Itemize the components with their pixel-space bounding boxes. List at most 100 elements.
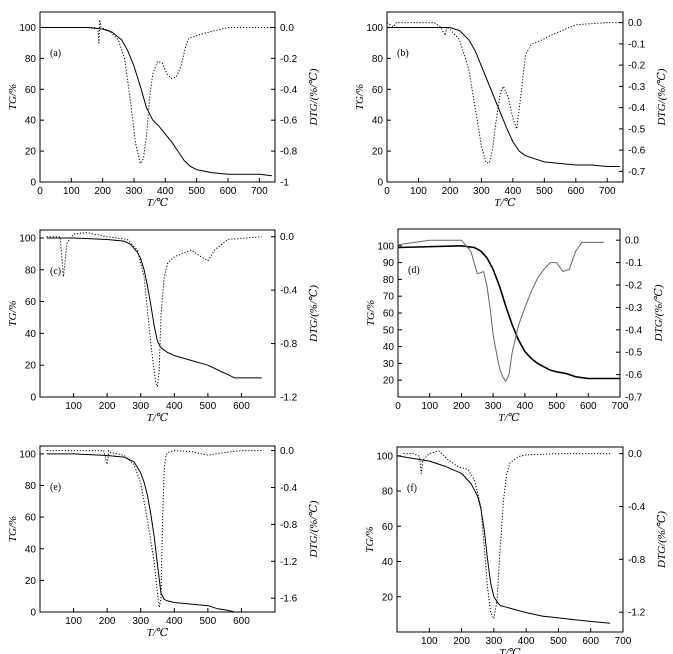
x-tick-label: 100 xyxy=(65,616,82,627)
y-right-tick-label: -1.2 xyxy=(280,557,298,568)
tg-curve xyxy=(40,27,272,177)
y-left-tick-label: 20 xyxy=(383,376,395,387)
y-left-tick-label: 40 xyxy=(372,116,384,127)
panel-label: (e) xyxy=(50,482,61,493)
panel-label: (c) xyxy=(50,266,61,277)
panel-label: (f) xyxy=(407,483,417,494)
panel-label: (a) xyxy=(50,48,61,59)
y-left-tick-label: 100 xyxy=(366,23,383,34)
y-right-tick-label: -0.4 xyxy=(280,286,298,297)
panel-label: (b) xyxy=(397,48,409,59)
tg-curve xyxy=(46,453,262,613)
x-tick-label: 400 xyxy=(517,401,534,412)
y-right-tick-label: -0.5 xyxy=(628,124,646,135)
y-left-tick-label: 40 xyxy=(382,557,394,568)
x-tick-label: 400 xyxy=(157,186,174,197)
y-left-tick-label: 80 xyxy=(25,481,37,492)
y-right-tick-label: -0.1 xyxy=(625,258,643,269)
y-left-tick-label: 80 xyxy=(25,265,37,276)
x-axis-label: T/℃ xyxy=(147,197,169,209)
x-tick-label: 200 xyxy=(442,186,459,197)
y-right-tick-label: -0.4 xyxy=(628,502,646,513)
tg-curve xyxy=(397,245,620,380)
dtg-curve xyxy=(397,239,605,382)
y-right-tick-label: -0.1 xyxy=(628,39,646,50)
y-left-tick-label: 20 xyxy=(382,592,394,603)
y-right-tick-label: -0.5 xyxy=(625,348,643,359)
y-left-tick-label: 80 xyxy=(382,487,394,498)
x-tick-label: 200 xyxy=(99,401,116,412)
y-right-tick-label: -0.7 xyxy=(625,393,643,404)
x-tick-label: 400 xyxy=(505,186,522,197)
x-tick-label: 500 xyxy=(200,401,217,412)
x-tick-label: 100 xyxy=(65,401,82,412)
y-left-tick-label: 20 xyxy=(25,147,37,158)
dtg-curve xyxy=(40,19,272,164)
y-left-axis-label: TG/% xyxy=(7,516,19,542)
x-tick-label: 200 xyxy=(94,186,111,197)
y-right-tick-label: 0.0 xyxy=(280,232,294,243)
y-right-tick-label: -0.8 xyxy=(280,520,298,531)
chart-panel-c: 100 200 300 400 500 600 0 20 40 60 80 100 0.0 -0.4 -0.… xyxy=(7,229,320,424)
plot-frame xyxy=(386,11,624,183)
y-right-tick-label: -0.7 xyxy=(628,167,646,178)
x-tick-label: 500 xyxy=(200,616,217,627)
x-tick-label: 100 xyxy=(410,186,427,197)
x-tick-label: 200 xyxy=(453,401,470,412)
dtg-curve xyxy=(46,450,262,608)
y-right-tick-label: -0.4 xyxy=(625,325,643,336)
x-axis-label: T/℃ xyxy=(499,647,521,654)
y-left-tick-label: 0 xyxy=(30,178,36,189)
y-left-tick-label: 60 xyxy=(25,85,37,96)
y-right-tick-label: 0.0 xyxy=(628,449,642,460)
y-right-tick-label: -0.8 xyxy=(628,555,646,566)
x-tick-label: 100 xyxy=(63,186,80,197)
y-right-axis-label: DTG/(%/℃) xyxy=(308,285,320,343)
x-tick-label: 500 xyxy=(188,186,205,197)
x-tick-label: 300 xyxy=(485,401,502,412)
x-tick-label: 400 xyxy=(518,636,535,647)
x-tick-label: 0 xyxy=(37,186,43,197)
y-right-tick-label: -0.4 xyxy=(280,483,298,494)
x-axis-label: T/℃ xyxy=(147,627,169,639)
x-axis-label: T/℃ xyxy=(147,412,169,424)
plot-frame xyxy=(39,11,276,183)
x-tick-label: 400 xyxy=(166,616,183,627)
y-left-tick-label: 80 xyxy=(372,54,384,65)
chart-panel-b: 0 100 200 300 400 500 600 700 0 20 40 60 80 100 0.0 -0.… xyxy=(354,11,668,209)
y-left-tick-label: 20 xyxy=(25,361,37,372)
y-left-tick-label: 20 xyxy=(372,147,384,158)
y-left-tick-label: 40 xyxy=(25,116,37,127)
x-tick-label: 600 xyxy=(233,616,250,627)
x-tick-label: 300 xyxy=(126,186,143,197)
y-left-tick-label: 100 xyxy=(19,233,36,244)
x-tick-label: 300 xyxy=(132,401,149,412)
y-right-tick-label: -1.2 xyxy=(280,393,298,404)
y-left-tick-label: 60 xyxy=(25,297,37,308)
tg-curve xyxy=(396,455,611,624)
y-right-tick-label: -0.3 xyxy=(625,303,643,314)
panel-label: (d) xyxy=(408,265,420,276)
y-right-axis-label: DTG/(%/℃) xyxy=(308,68,320,126)
x-tick-label: 700 xyxy=(251,186,268,197)
y-right-tick-label: -0.6 xyxy=(628,146,646,157)
y-right-tick-label: -0.4 xyxy=(628,103,646,114)
y-left-tick-label: 40 xyxy=(383,342,395,353)
y-left-tick-label: 80 xyxy=(383,275,395,286)
dtg-curve xyxy=(403,450,611,620)
y-right-tick-label: -0.2 xyxy=(628,61,646,72)
x-tick-label: 400 xyxy=(166,401,183,412)
y-left-tick-label: 20 xyxy=(25,576,37,587)
y-right-tick-label: 0.0 xyxy=(625,236,639,247)
x-tick-label: 600 xyxy=(582,636,599,647)
x-tick-label: 600 xyxy=(567,186,584,197)
x-tick-label: 200 xyxy=(99,616,116,627)
x-tick-label: 500 xyxy=(550,636,567,647)
y-left-tick-label: 40 xyxy=(25,329,37,340)
dtg-curve xyxy=(46,232,262,387)
y-left-axis-label: TG/% xyxy=(365,300,377,326)
chart-panel-a: 0 100 200 300 400 500 600 700 0 20 40 60 80 100 0.0 -0.… xyxy=(7,11,320,209)
x-axis-label: T/℃ xyxy=(498,412,520,424)
x-tick-label: 300 xyxy=(132,616,149,627)
y-left-axis-label: TG/% xyxy=(354,84,366,110)
